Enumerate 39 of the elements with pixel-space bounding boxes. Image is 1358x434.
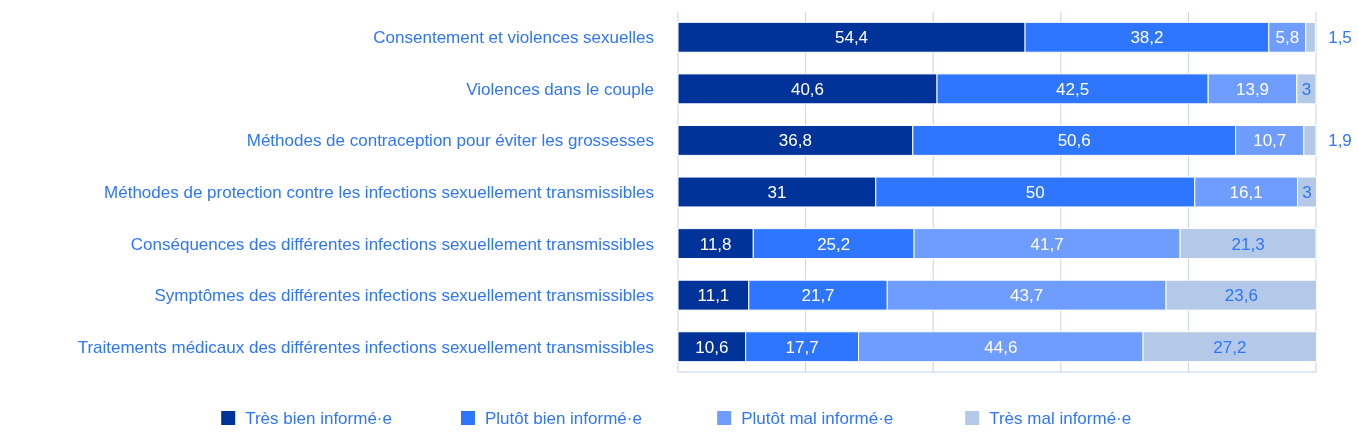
data-label: 41,7 [1030,234,1064,254]
y-tick-label: Méthodes de protection contre les infections sexuellement transmissibles [104,182,654,202]
data-label: 23,6 [1224,286,1258,306]
data-label: 21,7 [801,286,835,306]
data-label: 3 [1302,182,1312,202]
data-label: 36,8 [778,131,812,151]
y-tick-label: Méthodes de contraception pour éviter les grossesses [246,131,654,151]
legend-label: Très mal informé·e [989,409,1132,428]
y-tick-label: Traitements médicaux des différentes infections sexuellement transmissibles [77,337,654,357]
data-label: 17,7 [785,337,819,357]
legend-label: Très bien informé·e [245,409,392,428]
y-tick-label: Conséquences des différentes infections sexuellement transmissibles [130,234,654,254]
data-label: 42,5 [1056,79,1090,99]
data-label: 25,2 [817,234,851,254]
data-label: 10,7 [1253,131,1287,151]
data-label: 54,4 [834,28,869,48]
legend-label: Plutôt bien informé·e [485,409,642,428]
data-label: 50 [1025,182,1045,202]
data-label: 3 [1301,79,1312,99]
data-label: 38,2 [1130,28,1164,48]
y-tick-label: Violences dans le couple [466,79,654,99]
data-label: 11,1 [697,286,730,306]
data-label: 27,2 [1213,337,1247,357]
y-tick-label: Consentement et violences sexuelles [373,28,654,48]
data-label: 16,1 [1229,182,1263,202]
data-label: 21,3 [1231,234,1265,254]
data-label: 5,8 [1275,28,1300,48]
data-label: 44,6 [984,337,1018,357]
data-label: 1,9 [1328,131,1352,151]
data-label: 50,6 [1057,131,1091,151]
data-label: 10,6 [695,337,729,357]
data-label: 40,6 [790,79,825,99]
legend-label: Plutôt mal informé·e [741,409,894,428]
data-label: 1,5 [1328,28,1352,48]
data-label: 11,8 [699,234,732,254]
data-label: 13,9 [1235,79,1270,99]
data-label: 43,7 [1010,286,1044,306]
data-label: 31 [767,182,787,202]
y-tick-label: Symptômes des différentes infections sexuellement transmissibles [154,286,654,306]
